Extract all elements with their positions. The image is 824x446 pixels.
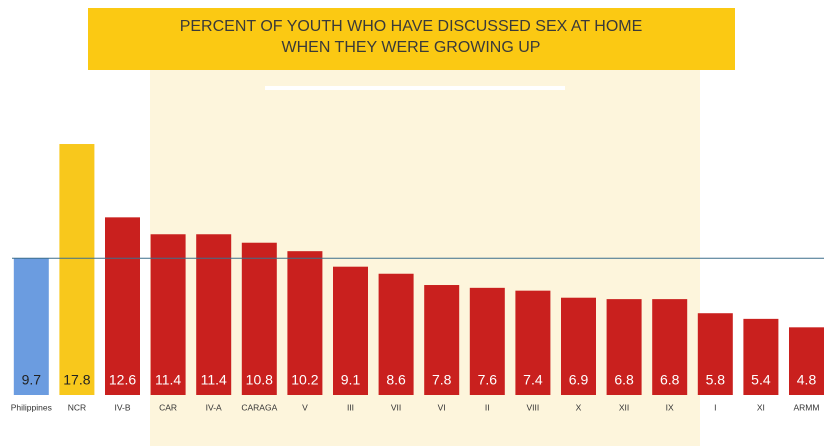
value-label: 6.9	[569, 372, 589, 388]
value-label: 10.8	[246, 372, 273, 388]
bar	[469, 287, 505, 395]
x-tick-label: NCR	[68, 402, 86, 412]
chart-title: WHEN THEY WERE GROWING UP	[282, 39, 541, 56]
value-label: 10.2	[291, 372, 318, 388]
bar	[743, 318, 779, 395]
x-tick-label: VII	[391, 402, 401, 412]
x-tick-label: X	[576, 402, 582, 412]
x-tick-label: II	[485, 402, 490, 412]
bar	[561, 297, 596, 395]
bar	[59, 144, 95, 395]
bar	[241, 242, 277, 395]
bar	[789, 327, 824, 395]
value-label: 6.8	[614, 372, 634, 388]
title-box	[88, 8, 735, 70]
x-tick-label: ARMM	[794, 402, 820, 412]
bar	[378, 273, 414, 395]
x-tick-label: VIII	[527, 402, 540, 412]
bar	[652, 299, 688, 395]
x-tick-label: I	[714, 402, 716, 412]
bar	[196, 234, 232, 395]
bar	[287, 251, 323, 395]
x-tick-label: IV-A	[206, 402, 222, 412]
bar	[697, 313, 733, 395]
bar	[105, 217, 140, 395]
value-label: 17.8	[63, 372, 90, 388]
value-label: 9.1	[341, 372, 361, 388]
bar	[13, 258, 49, 395]
value-label: 9.7	[22, 372, 42, 388]
bar	[150, 234, 186, 395]
x-tick-label: V	[302, 402, 308, 412]
x-tick-label: CARAGA	[241, 402, 277, 412]
value-label: 12.6	[109, 372, 136, 388]
x-tick-label: Philippines	[11, 402, 52, 412]
bar	[606, 299, 642, 395]
x-tick-label: III	[347, 402, 354, 412]
bar	[333, 266, 368, 395]
x-tick-label: XI	[757, 402, 765, 412]
value-label: 5.8	[706, 372, 726, 388]
value-label: 5.4	[751, 372, 771, 388]
title-rule	[265, 86, 565, 90]
chart-title: PERCENT OF YOUTH WHO HAVE DISCUSSED SEX …	[180, 18, 643, 35]
value-label: 8.6	[386, 372, 406, 388]
x-tick-label: CAR	[159, 402, 177, 412]
value-label: 6.8	[660, 372, 680, 388]
value-label: 4.8	[797, 372, 817, 388]
x-tick-label: XII	[619, 402, 629, 412]
value-label: 7.6	[478, 372, 498, 388]
x-tick-label: IV-B	[114, 402, 130, 412]
bar	[515, 290, 551, 395]
value-label: 7.4	[523, 372, 543, 388]
value-label: 11.4	[155, 372, 181, 388]
bar	[424, 285, 460, 395]
value-label: 11.4	[201, 372, 227, 388]
x-tick-label: VI	[438, 402, 446, 412]
value-label: 7.8	[432, 372, 452, 388]
x-tick-label: IX	[666, 402, 674, 412]
